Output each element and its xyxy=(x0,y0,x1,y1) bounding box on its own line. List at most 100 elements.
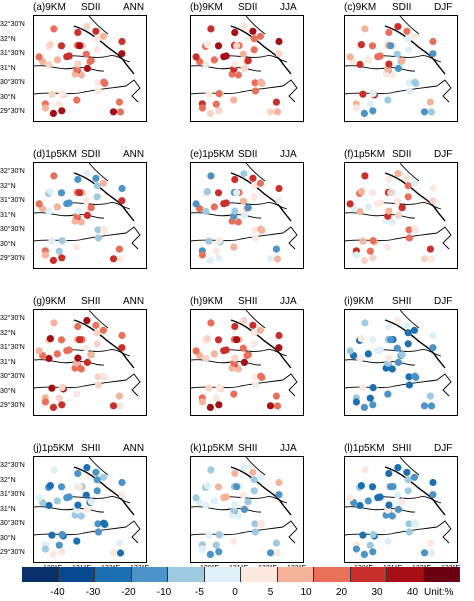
station-dot xyxy=(41,251,49,259)
station-dot xyxy=(116,108,125,116)
station-dot xyxy=(364,350,372,358)
station-dot xyxy=(361,172,369,180)
ytick-label: 30°30'N xyxy=(0,226,25,233)
station-dot xyxy=(207,319,215,327)
coastline-3 xyxy=(345,232,438,242)
station-dot xyxy=(272,539,280,547)
station-dot xyxy=(393,197,401,205)
station-dot xyxy=(266,402,275,410)
station-dot xyxy=(198,251,206,259)
colorbar-label: -20 xyxy=(121,587,136,598)
coastline-4 xyxy=(282,226,298,250)
station-dot xyxy=(215,237,223,245)
station-dot xyxy=(58,90,66,98)
station-dot xyxy=(87,204,95,212)
station-dot xyxy=(82,491,90,499)
station-dot xyxy=(118,491,126,499)
station-dot xyxy=(215,107,223,115)
colorbar-label: 40 xyxy=(406,587,419,598)
map-svg-d xyxy=(34,163,141,264)
station-dot xyxy=(398,57,406,65)
station-dot xyxy=(74,207,82,215)
coastline-1 xyxy=(63,349,131,357)
station-dot xyxy=(214,42,223,50)
station-dot xyxy=(360,256,368,264)
station-dot xyxy=(398,351,406,359)
station-dot xyxy=(250,487,258,495)
panel-var-h: SHII xyxy=(238,296,258,307)
map-svg-k xyxy=(191,457,298,558)
station-dot xyxy=(374,200,382,208)
station-dot xyxy=(374,494,382,502)
station-dot xyxy=(272,245,280,253)
ytick-label: 29°30'N xyxy=(0,255,25,262)
coastline-2 xyxy=(34,506,105,513)
station-dot xyxy=(192,494,200,502)
station-dot xyxy=(272,392,280,400)
station-dot xyxy=(94,87,102,95)
station-dot xyxy=(63,494,71,502)
station-dot xyxy=(118,184,126,193)
coastline-4 xyxy=(436,373,452,397)
station-dot xyxy=(82,50,90,58)
station-dot xyxy=(46,335,54,343)
station-dot xyxy=(420,549,429,557)
colorbar-segment xyxy=(58,567,95,582)
coastline-5 xyxy=(245,16,266,35)
colorbar-segment xyxy=(277,567,314,582)
station-dot xyxy=(202,354,210,363)
station-dot xyxy=(118,478,126,487)
panel-season-a: ANN xyxy=(123,2,145,13)
station-dot xyxy=(35,494,43,502)
station-dot xyxy=(257,78,265,86)
station-dot xyxy=(404,46,412,54)
station-dot xyxy=(239,197,247,205)
station-dot xyxy=(427,402,436,410)
coastline-5 xyxy=(88,163,109,182)
station-dot xyxy=(403,321,411,329)
station-dot xyxy=(215,548,223,556)
station-dot xyxy=(250,340,258,348)
station-dot xyxy=(411,78,419,86)
ytick-label: 30°N xyxy=(0,240,16,248)
station-dot xyxy=(240,505,248,513)
station-dot xyxy=(83,317,91,325)
station-dot xyxy=(53,497,61,505)
ytick-label: 30°30'N xyxy=(0,520,25,527)
colorbar-segment xyxy=(131,567,168,582)
station-dot xyxy=(220,200,228,208)
ytick-label: 32°N xyxy=(0,35,16,43)
station-dot xyxy=(251,528,259,536)
station-dot xyxy=(366,394,374,402)
panel-var-g: SHII xyxy=(81,296,101,307)
station-dot xyxy=(83,505,91,513)
colorbar-label: -30 xyxy=(85,587,101,598)
coastline-4 xyxy=(436,79,452,103)
station-dot xyxy=(53,203,61,211)
ytick-label: 31°30'N xyxy=(0,50,25,57)
map-svg-i xyxy=(345,310,452,411)
station-dot xyxy=(231,469,239,478)
coastline-4 xyxy=(436,226,452,250)
station-dot xyxy=(239,50,247,58)
station-dot xyxy=(357,482,365,490)
station-dot xyxy=(116,549,125,557)
coastline-1 xyxy=(220,55,288,63)
ytick-label: 30°N xyxy=(0,534,16,542)
station-dot xyxy=(266,255,275,263)
station-dot xyxy=(202,60,210,69)
ytick-label: 32°N xyxy=(0,182,16,190)
station-dot xyxy=(394,170,402,178)
station-dot xyxy=(256,32,264,40)
station-dot xyxy=(63,200,71,208)
ytick-label: 31°30'N xyxy=(0,197,25,204)
unit-label: Unit:% xyxy=(424,587,454,598)
station-dot xyxy=(427,255,436,263)
map-svg-a xyxy=(34,16,141,117)
station-dot xyxy=(256,179,264,187)
ytick-label: 31°30'N xyxy=(0,344,25,351)
colorbar-segment xyxy=(241,567,278,582)
coastline-2 xyxy=(34,212,105,219)
station-dot xyxy=(385,207,393,215)
coastline-3 xyxy=(34,526,127,536)
